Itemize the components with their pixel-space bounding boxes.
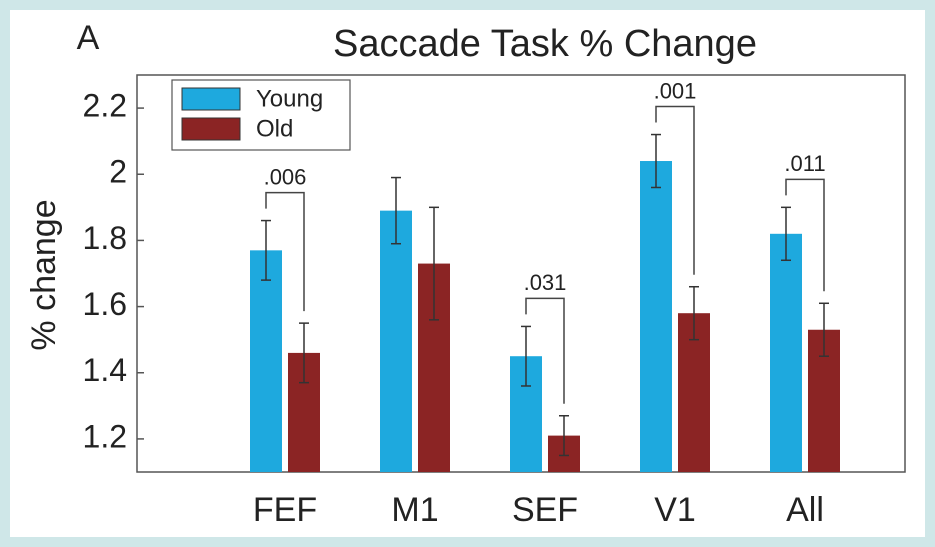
y-tick-label: 2 [109,154,127,190]
legend-label: Young [256,85,323,112]
significance-bracket [785,178,825,292]
x-tick-label: All [786,491,824,529]
chart-title: Saccade Task % Change [333,23,757,65]
legend-swatch [181,117,241,141]
y-axis-label: % change [25,199,63,350]
y-tick-label: 1.6 [83,286,127,322]
y-tick-label: 1.4 [83,352,127,388]
x-tick-label: V1 [654,491,696,529]
significance-bracket [265,191,305,312]
x-tick-label: SEF [512,491,578,529]
bar [380,210,412,472]
significance-label: .011 [784,151,825,176]
panel-label: A [77,19,100,57]
significance-label: .031 [524,270,567,295]
x-tick-label: FEF [253,491,317,529]
bar [640,161,672,472]
y-tick-label: 1.8 [83,220,127,256]
bar [250,250,282,472]
x-tick-label: M1 [391,491,438,529]
significance-bracket [655,105,695,275]
significance-bracket [525,297,565,404]
significance-label: .006 [264,164,307,189]
y-tick-label: 2.2 [83,88,127,124]
legend-swatch [181,87,241,111]
significance-label: .001 [654,78,697,103]
bar [770,233,802,472]
legend-label: Old [256,115,293,142]
y-tick-label: 1.2 [83,418,127,454]
